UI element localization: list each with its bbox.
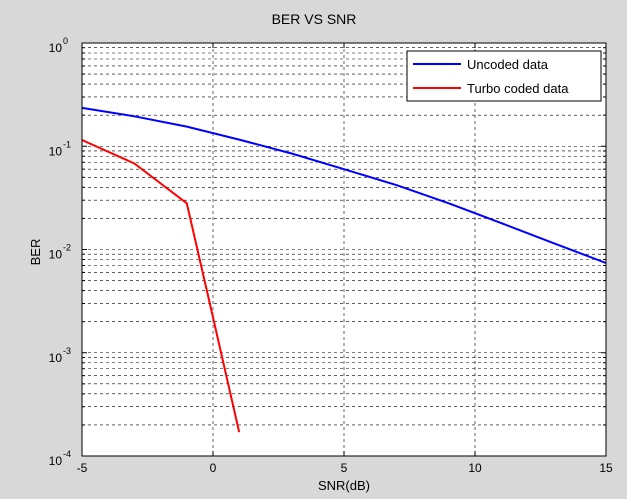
x-tick-label: 5 [341,461,348,475]
x-tick-labels: -5 0 5 10 15 [77,461,613,475]
y-tick-label: 10 -2 [49,243,71,262]
chart-title: BER VS SNR [272,11,357,27]
series-line-turbo-coded [81,139,241,433]
x-tick-label: 15 [599,461,613,475]
y-axis-label: BER [28,239,43,266]
x-tick-label: 10 [468,461,482,475]
y-tick-label-base: 10 [49,41,63,55]
x-tick-label: -5 [77,461,88,475]
y-tick-label: 10 -4 [49,449,71,468]
y-tick-label-exponent: -2 [63,243,71,253]
y-tick-label-exponent: -4 [63,449,71,459]
x-axis-label: SNR(dB) [318,478,370,493]
series-lines [81,106,607,433]
y-tick-label-base: 10 [49,351,63,365]
x-tick-label: 0 [210,461,217,475]
y-tick-label: 10 -1 [49,139,71,158]
y-tick-label: 10 -3 [49,346,71,365]
y-tick-label-exponent: -3 [63,346,71,356]
y-tick-label-exponent: 0 [63,36,68,46]
legend-label: Uncoded data [467,57,549,72]
y-tick-label-base: 10 [49,144,63,158]
y-tick-label-base: 10 [49,454,63,468]
series-line-uncoded [81,106,607,264]
y-tick-label-base: 10 [49,248,63,262]
y-tick-label: 10 0 [49,36,68,55]
legend-box [406,50,602,102]
y-tick-label-exponent: -1 [63,139,71,149]
axis-ticks [81,43,607,456]
grid-lines [82,43,606,456]
legend-label: Turbo coded data [467,81,569,96]
legend: Uncoded data Turbo coded data [406,50,602,102]
